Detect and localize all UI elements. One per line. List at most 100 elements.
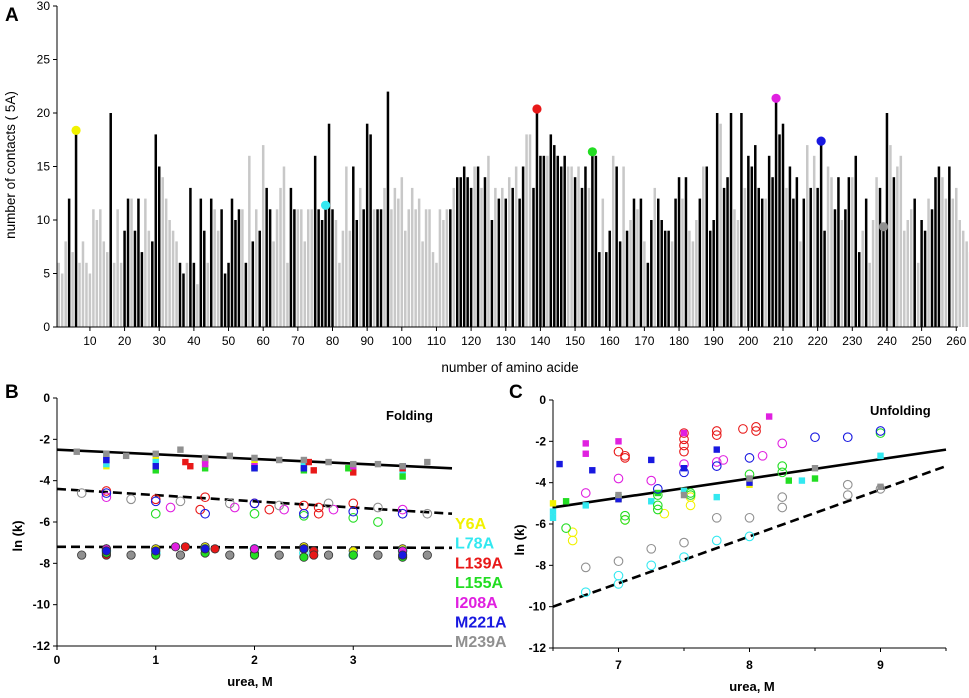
data-point-square xyxy=(152,450,159,457)
bar xyxy=(171,230,175,327)
bar xyxy=(358,187,362,327)
data-point-square xyxy=(877,483,884,490)
bar xyxy=(556,155,559,327)
bar xyxy=(688,230,691,327)
bar xyxy=(830,177,833,327)
data-point-open-circle xyxy=(875,428,886,438)
panel-b-label: B xyxy=(5,382,19,403)
bar xyxy=(802,198,806,327)
y-tick-label: -8 xyxy=(39,556,50,570)
data-point-square xyxy=(310,467,317,474)
data-point-filled-circle xyxy=(175,550,186,560)
bar xyxy=(466,177,469,327)
panel-c-fit-lines xyxy=(552,448,947,608)
bar xyxy=(532,187,535,327)
data-point-square xyxy=(152,467,159,474)
data-point-square xyxy=(615,496,622,503)
data-point-open-circle xyxy=(744,531,755,542)
bar xyxy=(889,145,892,327)
bar xyxy=(417,198,421,327)
bar xyxy=(695,220,698,327)
bar xyxy=(909,209,913,327)
bar xyxy=(788,166,792,327)
data-point-open-circle xyxy=(422,508,433,519)
highlight-dot xyxy=(532,104,542,114)
bar xyxy=(961,230,965,327)
panel-c-annotation: Unfolding xyxy=(870,403,931,418)
bar xyxy=(220,209,223,327)
highlight-dot xyxy=(71,125,81,135)
data-point-square xyxy=(877,452,884,459)
data-point-open-circle xyxy=(679,552,689,562)
data-point-square xyxy=(582,450,589,457)
data-point-open-circle xyxy=(101,492,112,503)
data-point-square xyxy=(350,469,357,476)
bar xyxy=(230,198,234,327)
bar xyxy=(948,166,951,327)
y-tick-label: -4 xyxy=(39,474,50,488)
data-point-square xyxy=(549,500,557,507)
bar xyxy=(310,209,313,327)
bar xyxy=(303,241,307,327)
data-point-open-circle xyxy=(313,508,324,519)
data-point-filled-circle xyxy=(348,550,358,560)
data-point-filled-circle xyxy=(180,542,190,552)
bar xyxy=(497,198,501,327)
data-point-open-circle xyxy=(224,498,235,509)
data-point-square xyxy=(152,463,159,470)
bar xyxy=(930,209,934,327)
bar xyxy=(438,209,442,327)
bar xyxy=(591,155,594,327)
bar xyxy=(657,198,660,327)
panel-a-highlight-dots xyxy=(71,93,889,232)
bar xyxy=(639,198,643,327)
bar xyxy=(480,187,483,327)
bar xyxy=(792,198,795,327)
bar xyxy=(677,177,681,327)
bar xyxy=(320,220,324,327)
data-point-square xyxy=(765,413,773,420)
data-point-square xyxy=(798,477,806,484)
bar xyxy=(345,166,348,327)
panel-b-annotation: Folding xyxy=(386,408,433,423)
bar xyxy=(559,166,563,327)
data-point-open-circle xyxy=(76,488,87,498)
bar xyxy=(71,252,74,327)
panel-c-ylabel: ln (k) xyxy=(512,524,527,555)
legend-entry: L139A xyxy=(455,555,503,572)
bar xyxy=(192,262,196,327)
data-point-open-circle xyxy=(751,426,761,436)
bar xyxy=(757,187,760,327)
bar xyxy=(400,177,404,327)
x-tick-label: 3 xyxy=(350,653,357,667)
bar xyxy=(819,145,823,327)
bar xyxy=(386,91,390,327)
bar xyxy=(452,187,456,327)
bar xyxy=(733,209,736,327)
y-tick-label: -8 xyxy=(535,558,546,572)
bar xyxy=(209,198,213,327)
data-point-open-circle xyxy=(249,508,260,519)
bar xyxy=(144,198,147,327)
data-point-open-circle xyxy=(875,426,886,436)
bar xyxy=(764,198,767,327)
bar xyxy=(293,209,296,327)
data-point-square xyxy=(122,452,130,460)
bar xyxy=(206,262,209,327)
bar xyxy=(674,198,677,327)
data-point-filled-circle xyxy=(299,552,309,562)
bar xyxy=(355,220,359,327)
data-point-open-circle xyxy=(620,453,630,463)
panel-a-axes: 0 5 10 15 20 25 30 10 20 30 40 50 60 70 80 90 100 110 120 1… xyxy=(37,0,967,348)
bar xyxy=(490,220,494,327)
bar xyxy=(421,241,424,327)
bar xyxy=(95,220,99,327)
data-point-open-circle xyxy=(679,428,689,438)
bar xyxy=(514,166,518,327)
bar xyxy=(573,177,577,327)
x-tick-label: 110 xyxy=(427,334,446,348)
bar xyxy=(833,209,837,327)
bar xyxy=(670,241,674,327)
bar xyxy=(681,198,684,327)
panel-b-xlabel: urea, M xyxy=(227,674,273,689)
